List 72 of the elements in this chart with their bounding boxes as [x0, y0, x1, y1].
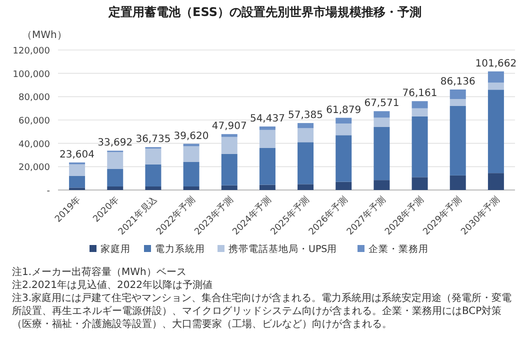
bar — [298, 123, 314, 128]
bar — [336, 135, 352, 182]
total-label: 36,735 — [136, 134, 171, 146]
y-axis-title: （MWh） — [22, 30, 67, 41]
bar — [145, 186, 162, 190]
total-label: 57,385 — [288, 110, 324, 122]
bar — [145, 148, 162, 164]
bar — [298, 142, 314, 184]
y-tick-label: - — [46, 186, 50, 196]
text: 注2.2021年は見込値、2022年以降は予測値 — [12, 279, 214, 292]
legend-label: 家庭用 — [100, 243, 130, 255]
total-label: 39,620 — [174, 130, 209, 142]
bar — [107, 186, 124, 190]
bar — [374, 118, 390, 127]
legend-label: 携帯電話基地局・UPS用 — [228, 243, 338, 255]
total-label: 67,571 — [364, 98, 400, 110]
total-label: 86,136 — [440, 76, 476, 88]
bar — [298, 128, 314, 142]
y-tick-label: 100,000 — [12, 70, 50, 80]
bar — [374, 111, 390, 118]
bar — [450, 90, 466, 99]
bar — [183, 146, 200, 162]
bar — [183, 186, 200, 190]
bar — [145, 164, 162, 186]
bar — [450, 99, 466, 106]
bar — [412, 101, 428, 108]
bar — [107, 152, 124, 169]
bar — [259, 130, 276, 148]
bar — [488, 71, 504, 83]
bar — [69, 164, 86, 176]
text: 注1.メーカー出荷容量（MWh）ベース — [12, 266, 188, 279]
text: 注3.家庭用には戸建て住宅やマンション、集合住宅向けが含まれる。電力系統用は系統安定用途（発電所・変電所設置、再生エネルギー電源併設）、マイクログリッドシステム向けが含まれる。企業・業務用にはBCP対策（医療・福祉・介護施設等設置）、大口需要家（工場、ビルなど）向けが含まれる。 — [12, 292, 513, 331]
total-label: 61,879 — [326, 104, 362, 116]
bar — [336, 182, 352, 190]
bar — [488, 90, 504, 174]
total-label: 101,662 — [475, 58, 517, 70]
bar — [221, 134, 238, 137]
y-tick-label: 20,000 — [18, 163, 50, 174]
bar — [336, 118, 352, 124]
bar — [183, 162, 200, 186]
bar — [412, 177, 428, 190]
y-tick-label: 120,000 — [12, 46, 50, 56]
total-label: 47,907 — [212, 121, 247, 132]
y-tick-label: 80,000 — [18, 93, 50, 104]
bar — [183, 144, 200, 146]
bar — [298, 184, 314, 190]
bar — [221, 185, 238, 190]
bar — [221, 136, 238, 154]
bar — [259, 126, 276, 130]
bar — [450, 106, 466, 176]
bar — [450, 175, 466, 190]
bar — [259, 184, 276, 190]
bar — [107, 169, 124, 186]
bar — [488, 82, 504, 90]
bar — [412, 108, 428, 116]
chart-title: 定置用蓄電池（ESS）の設置先別世界市場規模推移・予測 — [108, 5, 422, 19]
bar — [259, 148, 276, 185]
bar — [336, 124, 352, 136]
legend-label: 電力系統用 — [155, 243, 205, 255]
total-label: 76,161 — [402, 88, 438, 100]
total-label: 33,692 — [98, 138, 133, 149]
bar — [412, 116, 428, 178]
total-label: 54,437 — [250, 113, 285, 124]
bar — [374, 127, 390, 180]
bar — [221, 154, 238, 186]
bar — [374, 180, 390, 190]
legend-label: 企業・業務用 — [368, 243, 428, 255]
y-tick-label: 40,000 — [18, 140, 50, 150]
bar — [69, 176, 86, 188]
y-tick-label: 60,000 — [18, 116, 50, 126]
bar — [488, 173, 504, 190]
total-label: 23,604 — [60, 149, 95, 160]
